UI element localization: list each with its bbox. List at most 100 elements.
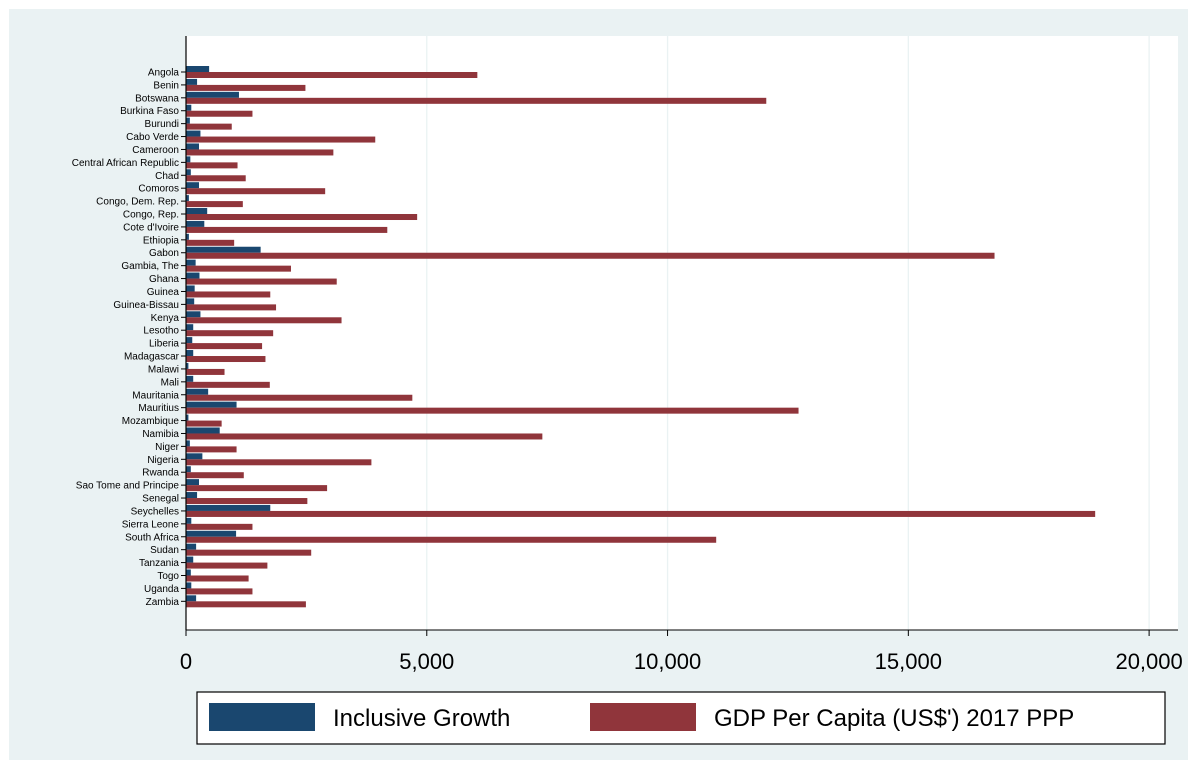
category-label: Zambia: [146, 597, 180, 608]
category-label: Rwanda: [142, 468, 179, 479]
bar-gdp-per-capita: [186, 420, 222, 427]
bar-inclusive-growth: [186, 169, 191, 176]
bar-inclusive-growth: [186, 530, 237, 537]
x-tick-label: 15,000: [875, 649, 942, 674]
legend-label: GDP Per Capita (US$') 2017 PPP: [714, 705, 1074, 732]
bar-gdp-per-capita: [186, 214, 418, 221]
bar-gdp-per-capita: [186, 446, 237, 453]
bar-gdp-per-capita: [186, 343, 263, 350]
bar-gdp-per-capita: [186, 381, 270, 388]
category-label: Liberia: [149, 339, 179, 350]
bar-gdp-per-capita: [186, 162, 238, 169]
category-label: Senegal: [142, 494, 179, 505]
bar-gdp-per-capita: [186, 485, 328, 492]
legend-items: Inclusive Growth GDP Per Capita (US$') 20…: [209, 703, 1074, 732]
legend-swatch: [209, 703, 315, 731]
bar-inclusive-growth: [186, 78, 198, 85]
x-tick-label: 10,000: [634, 649, 701, 674]
x-axis-ticks: 0 5,000 10,000 15,000 20,000: [180, 630, 1183, 674]
bar-inclusive-growth: [186, 337, 193, 344]
bar-gdp-per-capita: [186, 110, 253, 117]
category-label: Togo: [157, 571, 179, 582]
bar-inclusive-growth: [186, 440, 190, 447]
bar-inclusive-growth: [186, 350, 194, 357]
category-label: Uganda: [144, 584, 179, 595]
category-label: South Africa: [125, 532, 179, 543]
bar-gdp-per-capita: [186, 510, 1096, 517]
bar-inclusive-growth: [186, 285, 195, 292]
bar-gdp-per-capita: [186, 433, 543, 440]
bar-gdp-per-capita: [186, 407, 799, 414]
category-label: Ghana: [149, 274, 179, 285]
legend-label: Inclusive Growth: [333, 705, 510, 732]
category-label: Chad: [155, 171, 179, 182]
category-label: Mauritania: [132, 390, 179, 401]
bar-inclusive-growth: [186, 517, 192, 524]
category-label: Mozambique: [122, 416, 180, 427]
category-label: Cameroon: [132, 145, 179, 156]
bar-inclusive-growth: [186, 375, 194, 382]
x-tick-label: 20,000: [1115, 649, 1182, 674]
bar-inclusive-growth: [186, 595, 197, 602]
category-label: Congo, Rep.: [123, 210, 179, 221]
category-label: Burkina Faso: [120, 106, 179, 117]
category-label: Mauritius: [138, 403, 179, 414]
bar-inclusive-growth: [186, 543, 197, 550]
category-label: Ethiopia: [143, 235, 180, 246]
bar-inclusive-growth: [186, 569, 191, 576]
bar-gdp-per-capita: [186, 356, 266, 363]
bar-gdp-per-capita: [186, 84, 306, 91]
category-label: Tanzania: [139, 558, 179, 569]
bar-inclusive-growth: [186, 117, 190, 124]
category-label: Congo, Dem. Rep.: [96, 197, 179, 208]
legend-box: [196, 691, 1166, 745]
bar-gdp-per-capita: [186, 123, 232, 130]
category-label: Gabon: [149, 248, 179, 259]
category-label: Central African Republic: [72, 158, 179, 169]
bar-gdp-per-capita: [186, 575, 249, 582]
bar-inclusive-growth: [186, 66, 210, 72]
category-label: Cabo Verde: [126, 132, 179, 143]
category-label: Niger: [155, 442, 180, 453]
bar-gdp-per-capita: [186, 523, 253, 530]
x-tick-label: 5,000: [399, 649, 454, 674]
bar-gdp-per-capita: [186, 368, 225, 375]
bar-gdp-per-capita: [186, 72, 478, 78]
bar-inclusive-growth: [186, 479, 200, 486]
bar-inclusive-growth: [186, 91, 239, 98]
bar-gdp-per-capita: [186, 472, 244, 479]
bar-inclusive-growth: [186, 324, 194, 331]
bar-inclusive-growth: [186, 388, 209, 395]
category-label: Guinea-Bissau: [113, 300, 179, 311]
legend-swatch: [590, 703, 696, 731]
category-label: Guinea: [147, 287, 180, 298]
bar-gdp-per-capita: [186, 175, 246, 182]
bar-inclusive-growth: [186, 259, 196, 266]
category-label: Angola: [148, 68, 180, 79]
bar-inclusive-growth: [186, 582, 192, 589]
bar-gdp-per-capita: [186, 265, 291, 272]
category-label: Nigeria: [147, 455, 179, 466]
plot-area: [186, 36, 1178, 630]
category-label: Sao Tome and Principe: [76, 481, 180, 492]
bar-inclusive-growth: [186, 272, 200, 279]
bar-inclusive-growth: [186, 233, 189, 240]
bar-inclusive-growth: [186, 195, 189, 202]
bar-gdp-per-capita: [186, 330, 274, 337]
bar-gdp-per-capita: [186, 291, 271, 298]
bar-gdp-per-capita: [186, 601, 306, 608]
bar-inclusive-growth: [186, 492, 198, 499]
x-tick-label: 0: [180, 649, 192, 674]
bar-inclusive-growth: [186, 143, 200, 150]
category-label: Namibia: [142, 429, 179, 440]
category-label: Sierra Leone: [122, 519, 180, 530]
legend: Inclusive Growth GDP Per Capita (US$') 20…: [196, 691, 1166, 745]
bar-gdp-per-capita: [186, 226, 388, 233]
bar-inclusive-growth: [186, 427, 220, 434]
bar-inclusive-growth: [186, 362, 189, 369]
bar-gdp-per-capita: [186, 498, 308, 505]
bar-gdp-per-capita: [186, 97, 767, 104]
bar-gdp-per-capita: [186, 201, 243, 208]
